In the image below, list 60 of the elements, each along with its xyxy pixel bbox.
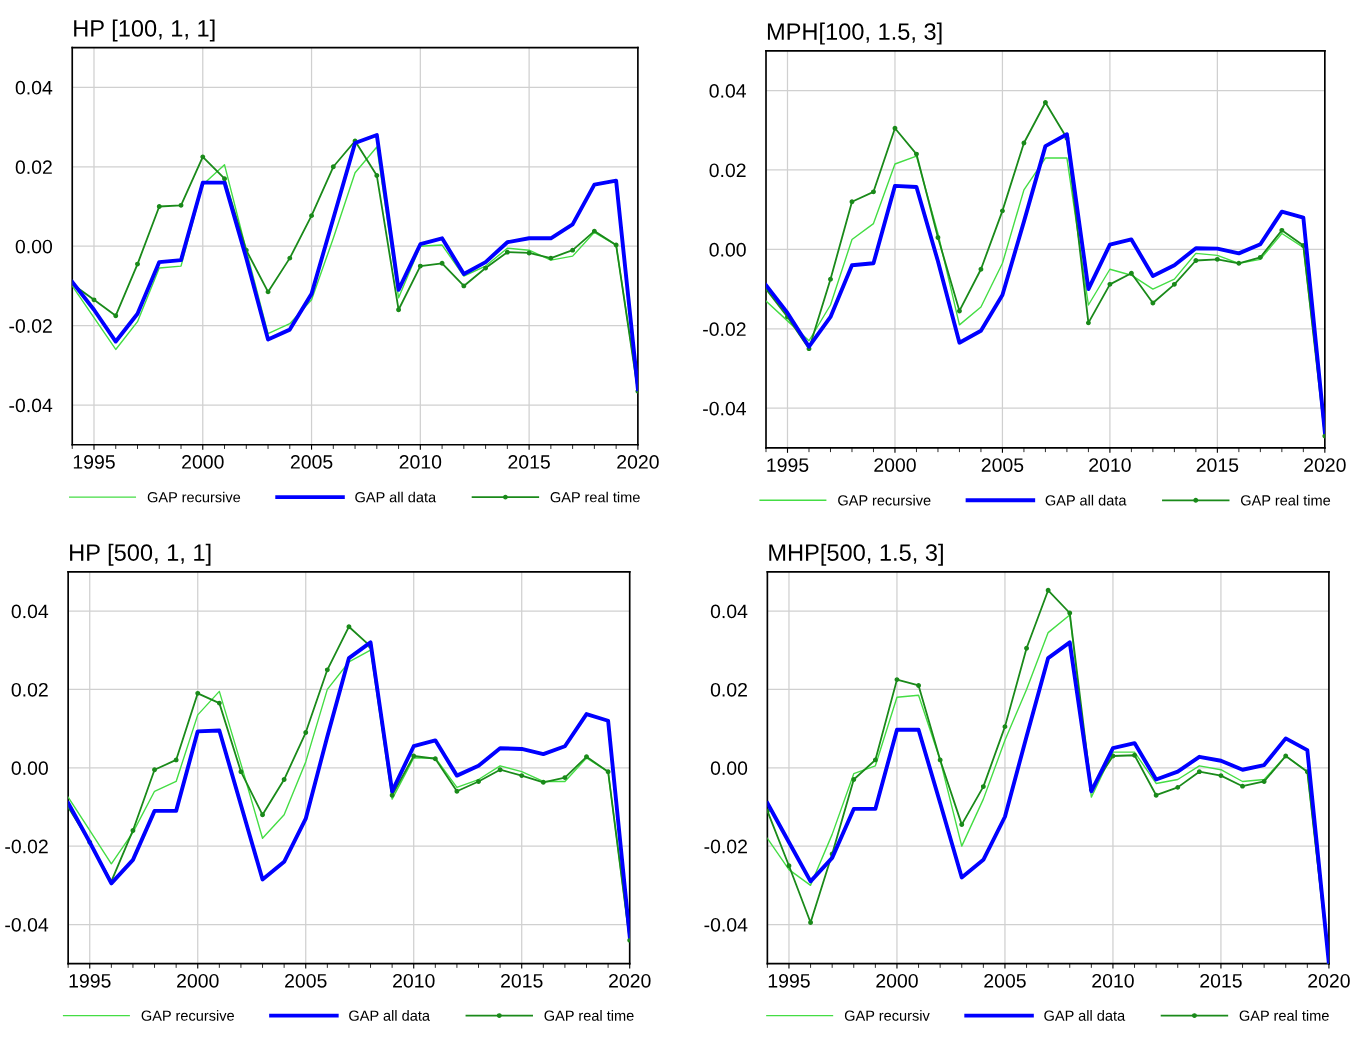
y-tick-label: 0.02 [15, 160, 52, 175]
legend-label: GAP recursiv [844, 1010, 930, 1021]
legend-label: GAP all data [1044, 1010, 1126, 1021]
x-tick-label: 2005 [981, 458, 1024, 472]
y-tick-label: -0.02 [5, 839, 48, 854]
x-tick-label: 2000 [177, 973, 219, 988]
x-tick-label: 2015 [1196, 458, 1239, 472]
x-tick-label: 1995 [767, 458, 809, 472]
x-tick-label: 1995 [69, 973, 111, 988]
legend-label: GAP all data [1045, 494, 1127, 506]
chart-title: HP [100, 1, 1] [74, 19, 215, 42]
y-tick-label: -0.04 [5, 917, 49, 932]
x-tick-label: 2005 [984, 973, 1026, 988]
y-tick-label: -0.02 [703, 322, 746, 337]
x-tick-label: 1995 [73, 455, 115, 469]
x-tick-label: 2015 [501, 973, 543, 988]
y-tick-label: 0.02 [11, 682, 48, 697]
chart-title: HP [500, 1, 1] [70, 543, 211, 566]
x-tick-label: 2010 [393, 973, 435, 988]
x-tick-label: 2020 [609, 973, 651, 988]
x-tick-label: 2010 [1089, 458, 1131, 472]
x-tick-label: 2005 [285, 973, 327, 988]
x-tick-label: 2010 [399, 455, 442, 469]
y-tick-label: -0.04 [703, 401, 746, 416]
y-tick-label: 0.04 [709, 84, 746, 98]
y-tick-label: -0.02 [704, 839, 747, 854]
y-tick-label: 0.00 [710, 761, 748, 776]
x-tick-label: 2020 [617, 455, 659, 469]
legend-label: GAP recursive [141, 1010, 234, 1021]
legend-label: GAP recursive [838, 494, 931, 506]
y-tick-label: -0.04 [704, 917, 748, 932]
chart-title: MHP[500, 1.5, 3] [769, 543, 943, 566]
y-tick-label: 0.04 [710, 604, 748, 619]
legend-label: GAP all data [355, 491, 437, 503]
y-tick-label: -0.04 [9, 398, 53, 413]
legend-label: GAP real time [544, 1010, 634, 1021]
legend-label: GAP recursive [147, 491, 241, 503]
x-tick-label: 2015 [1200, 973, 1242, 988]
chart-title: MPH[100, 1.5, 3] [767, 22, 942, 45]
x-tick-label: 2000 [874, 458, 916, 472]
y-tick-label: 0.04 [11, 604, 49, 619]
legend-label: GAP real time [1239, 1010, 1329, 1021]
y-tick-label: 0.00 [11, 761, 48, 776]
y-tick-label: 0.00 [15, 239, 53, 254]
y-tick-label: 0.02 [709, 163, 746, 178]
x-tick-label: 2000 [876, 973, 918, 988]
x-tick-label: 1995 [768, 973, 810, 988]
legend-label: GAP real time [550, 491, 640, 503]
x-tick-label: 2000 [182, 455, 224, 469]
x-tick-label: 2010 [1092, 973, 1134, 988]
x-tick-label: 2015 [508, 455, 550, 469]
y-tick-label: 0.00 [709, 242, 746, 257]
y-tick-label: -0.02 [9, 319, 52, 333]
y-tick-label: 0.04 [15, 80, 53, 95]
legend-label: GAP all data [349, 1010, 430, 1021]
x-tick-label: 2020 [1308, 973, 1350, 988]
x-tick-label: 2005 [290, 455, 333, 469]
legend-label: GAP real time [1240, 494, 1331, 506]
x-tick-label: 2020 [1304, 458, 1346, 472]
y-tick-label: 0.02 [710, 682, 747, 697]
